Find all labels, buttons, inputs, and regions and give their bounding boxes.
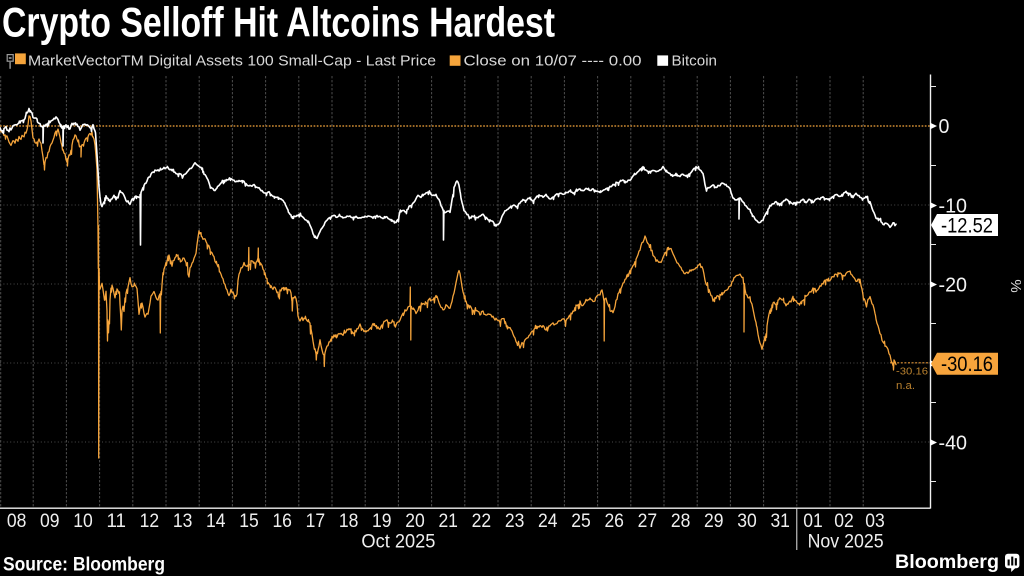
svg-text:21: 21 bbox=[438, 511, 458, 532]
svg-text:27: 27 bbox=[638, 511, 658, 532]
svg-text:02: 02 bbox=[834, 511, 854, 532]
svg-text:10: 10 bbox=[73, 511, 93, 532]
svg-text:MarketVectorTM Digital Assets: MarketVectorTM Digital Assets 100 Small-… bbox=[28, 52, 436, 69]
svg-text:13: 13 bbox=[173, 511, 193, 532]
svg-text:0: 0 bbox=[939, 116, 950, 138]
svg-text:-30.16: -30.16 bbox=[941, 352, 993, 376]
svg-text:26: 26 bbox=[604, 511, 624, 532]
svg-text:-40: -40 bbox=[939, 432, 968, 454]
svg-text:Close on 10/07 ---- 0.00: Close on 10/07 ---- 0.00 bbox=[464, 52, 642, 69]
svg-text:-12.52: -12.52 bbox=[941, 213, 993, 237]
svg-text:Oct 2025: Oct 2025 bbox=[361, 532, 435, 553]
svg-text:16: 16 bbox=[272, 511, 292, 532]
svg-text:Bitcoin: Bitcoin bbox=[672, 52, 718, 69]
svg-text:15: 15 bbox=[239, 511, 259, 532]
svg-text:-10: -10 bbox=[939, 195, 968, 217]
svg-text:08: 08 bbox=[7, 511, 27, 532]
svg-text:30: 30 bbox=[737, 511, 757, 532]
svg-text:Crypto Selloff Hit Altcoins Ha: Crypto Selloff Hit Altcoins Hardest bbox=[2, 0, 555, 45]
svg-text:%: % bbox=[1007, 279, 1024, 292]
svg-text:n.a.: n.a. bbox=[896, 380, 915, 392]
svg-text:29: 29 bbox=[704, 511, 724, 532]
svg-text:23: 23 bbox=[505, 511, 525, 532]
svg-text:12: 12 bbox=[140, 511, 160, 532]
svg-text:Nov 2025: Nov 2025 bbox=[808, 532, 884, 553]
svg-text:-30.16: -30.16 bbox=[896, 366, 928, 378]
svg-text:17: 17 bbox=[306, 511, 326, 532]
svg-text:19: 19 bbox=[372, 511, 392, 532]
svg-text:03: 03 bbox=[865, 511, 885, 532]
svg-text:01: 01 bbox=[803, 511, 823, 532]
svg-text:24: 24 bbox=[538, 511, 558, 532]
svg-text:28: 28 bbox=[671, 511, 691, 532]
svg-text:11: 11 bbox=[106, 511, 126, 532]
svg-text:20: 20 bbox=[405, 511, 425, 532]
svg-text:Source: Bloomberg: Source: Bloomberg bbox=[3, 555, 165, 576]
svg-text:09: 09 bbox=[40, 511, 60, 532]
svg-text:14: 14 bbox=[206, 511, 226, 532]
svg-text:Bloomberg: Bloomberg bbox=[895, 551, 999, 573]
svg-text:25: 25 bbox=[571, 511, 591, 532]
svg-text:-20: -20 bbox=[939, 274, 968, 296]
svg-text:31: 31 bbox=[770, 511, 790, 532]
svg-text:18: 18 bbox=[339, 511, 359, 532]
svg-text:22: 22 bbox=[472, 511, 492, 532]
